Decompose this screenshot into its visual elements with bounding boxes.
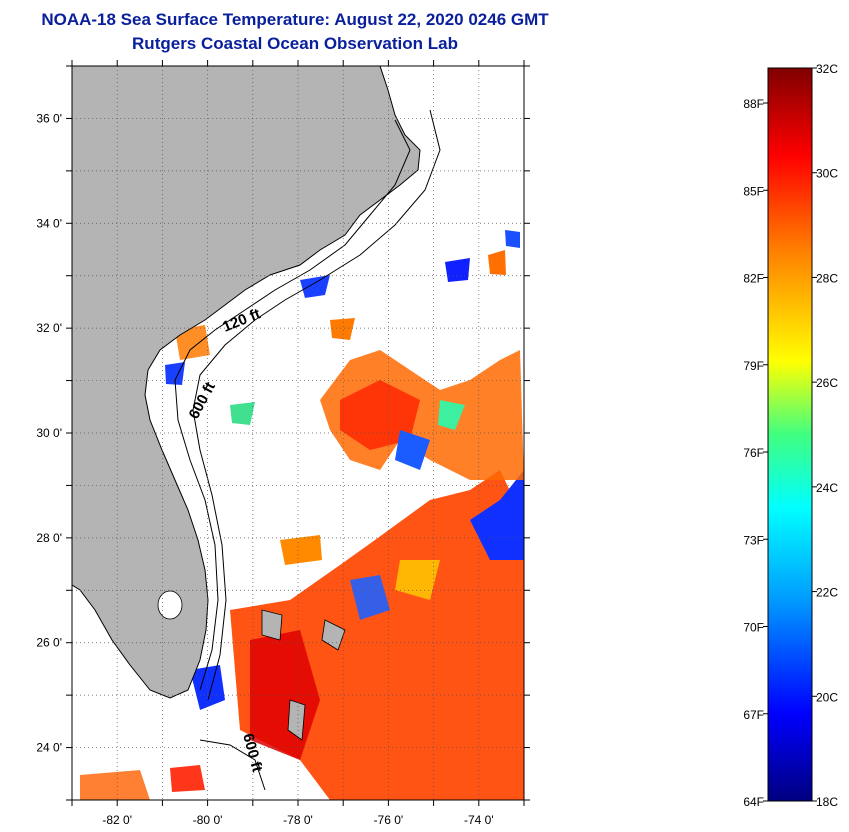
colorbar-label-fahrenheit: 67F (743, 708, 764, 722)
map-title: NOAA-18 Sea Surface Temperature: August … (41, 10, 549, 29)
lat-tick-label: 24 0' (36, 741, 62, 755)
contour-600ft (192, 109, 441, 701)
colorbar-label-fahrenheit: 64F (743, 795, 764, 809)
lon-tick-label: -80 0' (193, 813, 223, 827)
lon-tick-label: -76 0' (374, 813, 404, 827)
colorbar-label-fahrenheit: 85F (743, 184, 764, 198)
lat-tick-label: 26 0' (36, 636, 62, 650)
colorbar-label-fahrenheit: 70F (743, 621, 764, 635)
contour-600ft-keys (199, 739, 266, 791)
colorbar-label-celsius: 30C (816, 167, 838, 181)
colorbar-label-celsius: 18C (816, 795, 838, 809)
colorbar-label-fahrenheit: 76F (743, 446, 764, 460)
colorbar-label-celsius: 20C (816, 690, 838, 704)
map-ticks: 36 0' 34 0' 32 0' 30 0' 28 0' 26 0' 24 0' -82 0… (36, 60, 530, 827)
colorbar-label-fahrenheit: 79F (743, 359, 764, 373)
lat-tick-label: 28 0' (36, 531, 62, 545)
colorbar (767, 67, 813, 802)
lat-tick-label: 36 0' (36, 111, 62, 125)
colorbar-label-fahrenheit: 73F (743, 533, 764, 547)
contour-120ft (174, 119, 411, 691)
lat-tick-label: 34 0' (36, 216, 62, 230)
island (261, 609, 283, 641)
map-grid (72, 66, 524, 800)
colorbar-label-fahrenheit: 88F (743, 97, 764, 111)
map-subtitle: Rutgers Coastal Ocean Observation Lab (132, 34, 458, 53)
colorbar-label-celsius: 28C (816, 271, 838, 285)
colorbar-label-celsius: 24C (816, 481, 838, 495)
map-plot-area (72, 66, 524, 800)
lon-tick-label: -78 0' (283, 813, 313, 827)
colorbar-label-celsius: 32C (816, 62, 838, 76)
sst-data-layer (80, 230, 524, 800)
lake-okeechobee (157, 590, 183, 620)
colorbar-label-celsius: 26C (816, 376, 838, 390)
colorbar-label-celsius: 22C (816, 586, 838, 600)
lat-tick-label: 30 0' (36, 426, 62, 440)
colorbar-ticks: 32C 30C 28C 26C 24C 22C 20C 18C 88F 85F 82F 79F 76F 7… (743, 62, 838, 809)
lon-tick-label: -74 0' (464, 813, 494, 827)
island (287, 699, 306, 741)
lon-tick-label: -82 0' (102, 813, 132, 827)
land-mass (72, 66, 421, 699)
lat-tick-label: 32 0' (36, 321, 62, 335)
island (321, 619, 346, 651)
colorbar-label-fahrenheit: 82F (743, 272, 764, 286)
